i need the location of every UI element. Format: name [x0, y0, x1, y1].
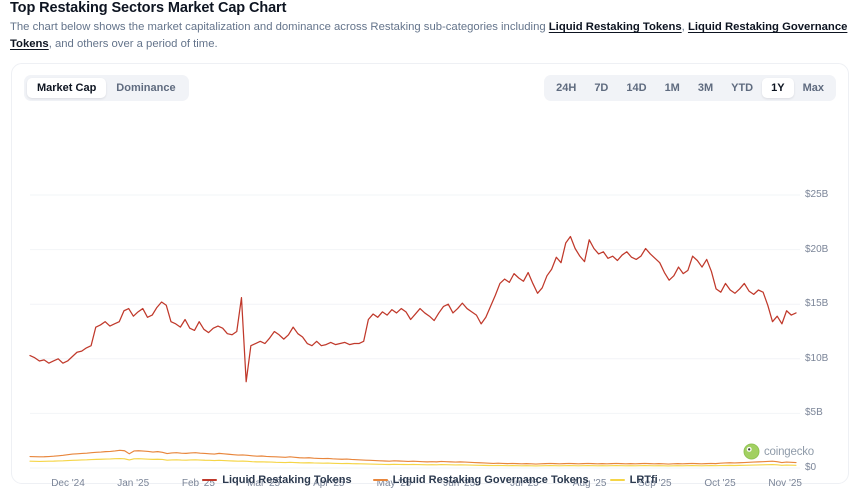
chart-plot-area: $25B $20B $15B $10B $5B $0 Dec '24 Jan '25 Feb …: [24, 114, 838, 489]
chart-legend: Liquid Restaking Tokens Liquid Restaking …: [0, 474, 860, 486]
x-tick-Sep25: Sep '25: [637, 478, 672, 489]
legend-label: Liquid Restaking Governance Tokens: [392, 474, 589, 486]
x-tick-Aug25: Aug '25: [572, 478, 607, 489]
legend-color-swatch: [202, 478, 218, 482]
x-tick-Dec24: Dec '24: [51, 478, 85, 489]
legend-color-swatch: [609, 478, 625, 482]
x-tick-May25: May '25: [376, 478, 412, 489]
description-text-part-2: , and others over a period of time.: [48, 37, 218, 50]
view-mode-tabs: Market Cap Dominance: [24, 75, 189, 101]
tab-dominance[interactable]: Dominance: [116, 82, 176, 94]
y-tick-25B: $25B: [805, 189, 829, 200]
x-tick-Nov25: Nov '25: [768, 478, 802, 489]
x-tick-Jun25: Jun '25: [443, 478, 476, 489]
legend-item-lrtfi[interactable]: LRTfi: [609, 474, 658, 486]
y-tick-10B: $10B: [805, 352, 829, 364]
tab-market-cap[interactable]: Market Cap: [27, 78, 107, 98]
range-1y[interactable]: 1Y: [762, 78, 794, 98]
time-range-tabs: 24H 7D 14D 1M 3M YTD 1Y Max: [544, 75, 836, 101]
range-7d[interactable]: 7D: [594, 82, 609, 94]
range-ytd[interactable]: YTD: [731, 82, 754, 94]
range-3m[interactable]: 3M: [697, 82, 714, 94]
x-tick-Jul25: Jul '25: [510, 478, 539, 489]
range-1m[interactable]: 1M: [664, 82, 680, 94]
watermark-label: coingecko: [764, 445, 814, 458]
legend-item-liquid-restaking-tokens[interactable]: Liquid Restaking Tokens: [202, 474, 352, 486]
description-text-part-1: The chart below shows the market capital…: [10, 21, 549, 33]
x-tick-Feb25: Feb '25: [181, 478, 215, 489]
legend-label: Liquid Restaking Tokens: [222, 474, 352, 486]
legend-color-swatch: [372, 478, 388, 482]
y-tick-0: $0: [805, 462, 817, 473]
series-line-lrtfi: [29, 458, 797, 467]
legend-item-liquid-restaking-governance-tokens[interactable]: Liquid Restaking Governance Tokens: [372, 474, 589, 486]
range-max[interactable]: Max: [802, 82, 824, 94]
series-line-liquid-restaking-tokens: [29, 235, 797, 383]
range-14d[interactable]: 14D: [626, 82, 647, 94]
legend-label: LRTfi: [629, 474, 658, 486]
chart-svg: [29, 194, 800, 469]
series-line-liquid-restaking-governance-tokens: [29, 449, 797, 465]
description-separator: ,: [681, 21, 688, 33]
link-liquid-restaking-governance-tokens[interactable]: Liquid Restaking Governance Tokens: [10, 21, 848, 50]
y-tick-20B: $20B: [805, 243, 829, 255]
page-description: The chart below shows the market capital…: [10, 19, 853, 52]
gecko-logo-icon: [743, 443, 760, 460]
y-tick-15B: $15B: [805, 298, 829, 310]
link-liquid-restaking-tokens[interactable]: Liquid Restaking Tokens: [548, 21, 682, 33]
x-tick-Oct25: Oct '25: [704, 478, 736, 489]
x-tick-Apr25: Apr '25: [313, 478, 345, 489]
x-tick-Mar25: Mar '25: [247, 478, 281, 489]
y-tick-5B: $5B: [805, 407, 823, 419]
page-title: Top Restaking Sectors Market Cap Chart: [10, 0, 287, 16]
x-tick-Jan25: Jan '25: [117, 478, 150, 489]
range-24h[interactable]: 24H: [556, 82, 577, 94]
chart-card: Market Cap Dominance 24H 7D 14D 1M 3M YTD 1Y Max…: [11, 63, 849, 489]
coingecko-watermark: coingecko: [743, 443, 814, 460]
